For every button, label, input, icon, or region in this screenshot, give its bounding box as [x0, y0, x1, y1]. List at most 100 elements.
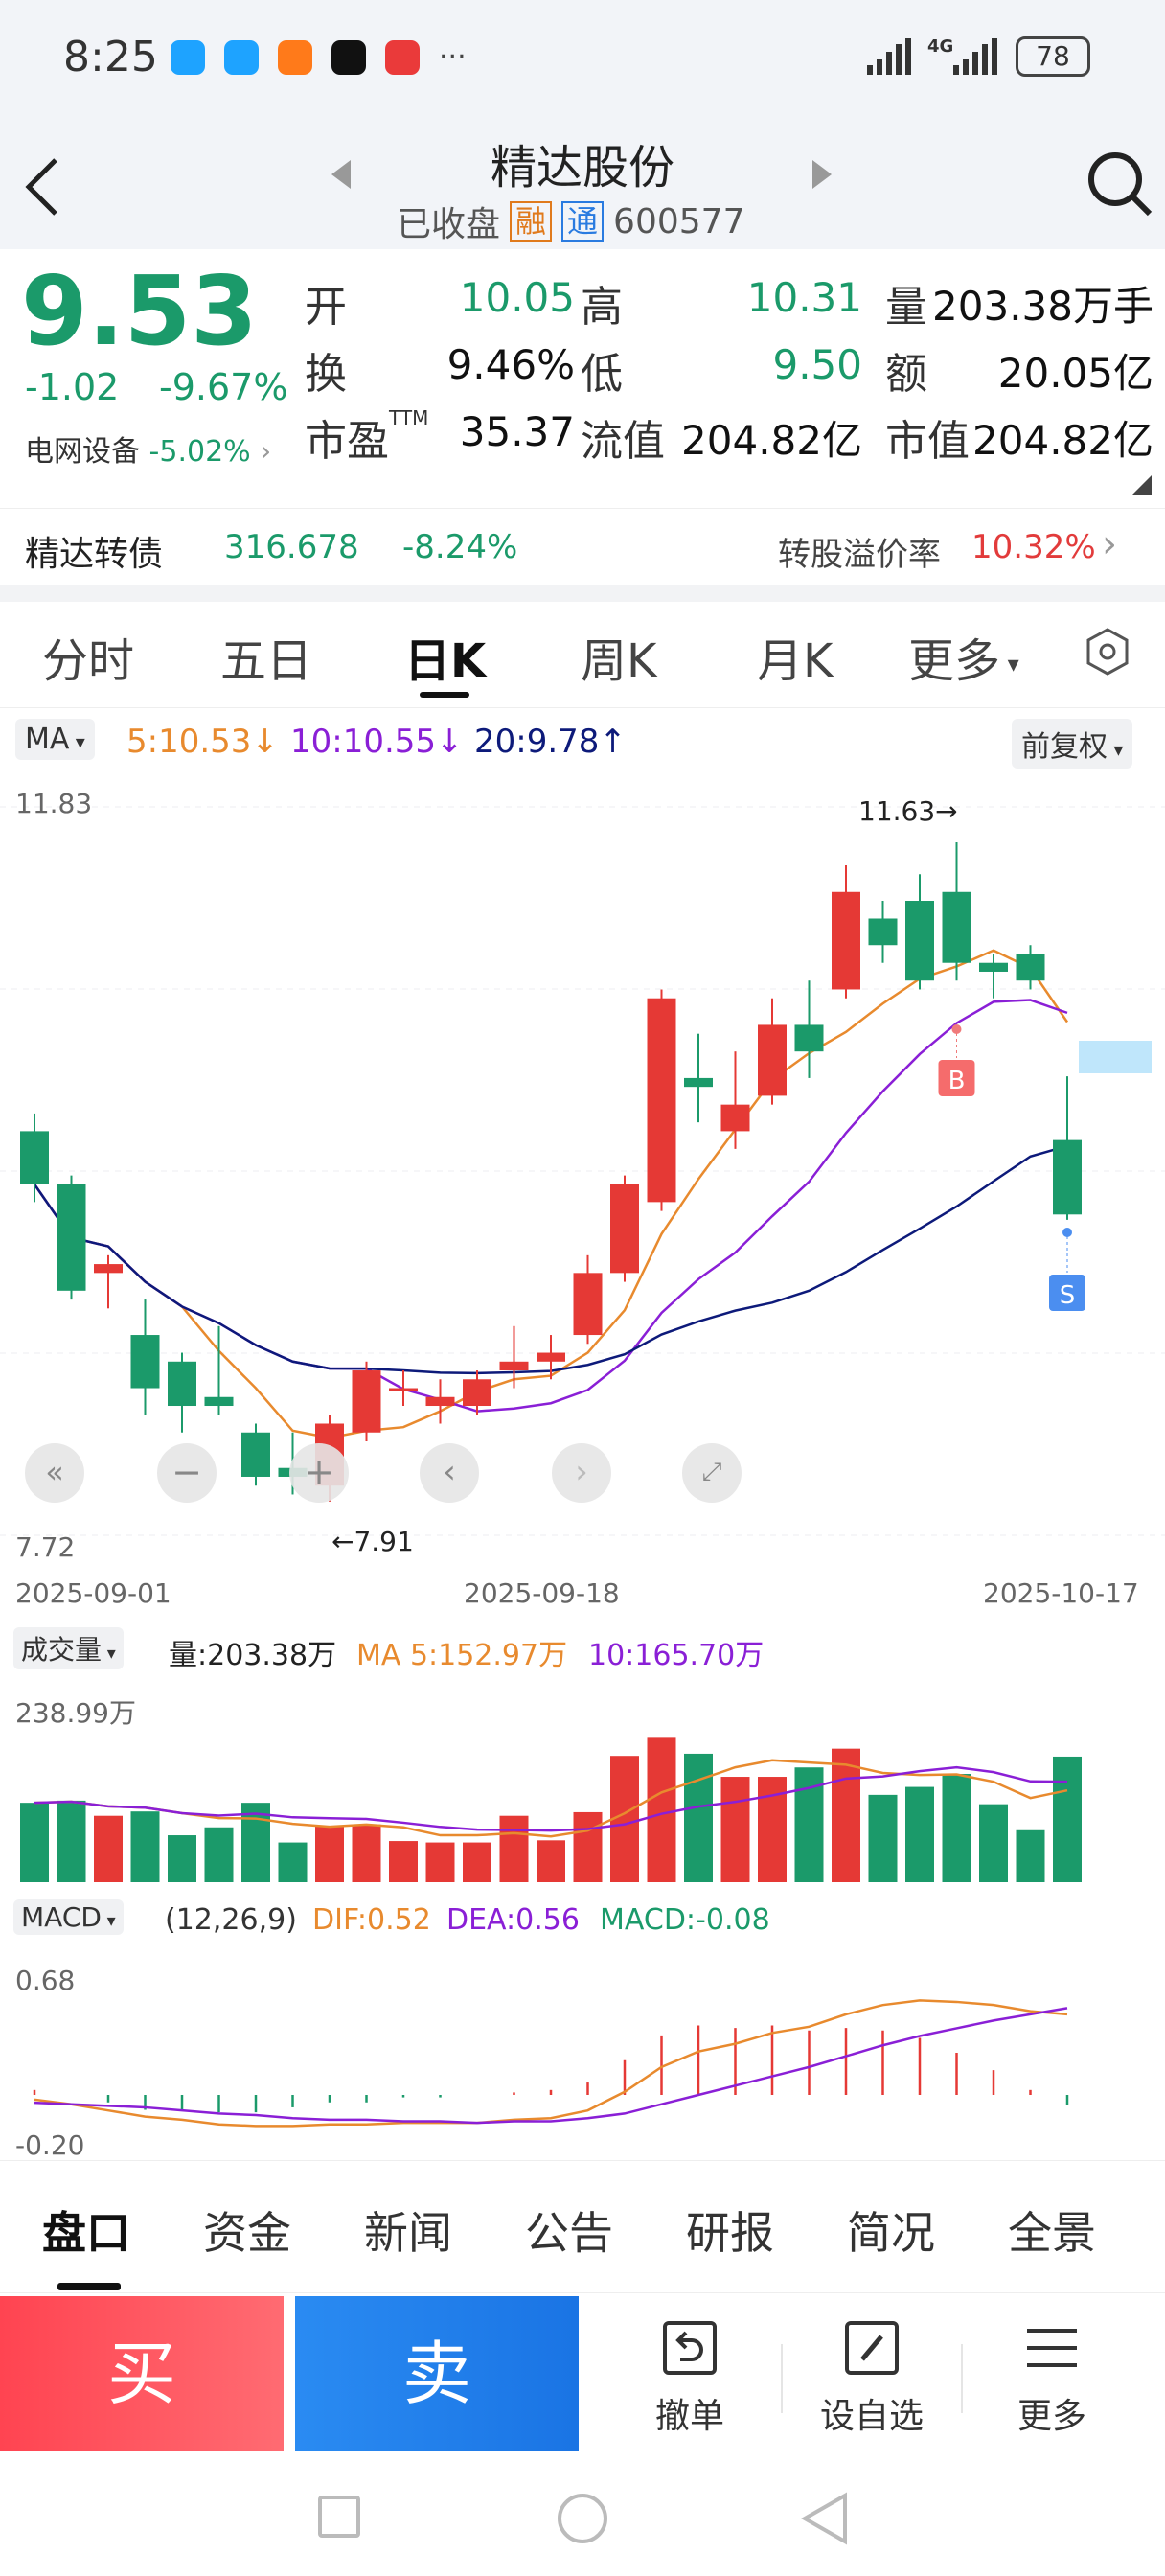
sector-pct: -5.02% — [148, 435, 251, 469]
stat-value-2: 203.38万手 — [932, 283, 1154, 330]
volume-bar — [684, 1753, 713, 1882]
tab-more[interactable]: 更多 ▾ — [908, 623, 1019, 690]
divider — [781, 2344, 783, 2413]
candle-body — [720, 1104, 750, 1132]
sector-link[interactable]: 电网设备 -5.02% › — [25, 427, 271, 470]
detail-tab-3[interactable]: 公告 — [525, 2207, 613, 2259]
buy-button[interactable]: 买 — [0, 2296, 284, 2451]
zoom-out-button[interactable]: − — [157, 1443, 217, 1503]
adjust-selector[interactable]: 前复权 ▾ — [1012, 719, 1133, 769]
candle-body — [573, 1273, 603, 1336]
back-nav-icon[interactable] — [801, 2492, 849, 2545]
volume-bar — [647, 1737, 676, 1882]
fullscreen-button[interactable]: ⤢ — [682, 1443, 742, 1503]
network-type: 4G — [927, 36, 954, 57]
candle-body — [20, 1131, 49, 1184]
candle-body — [868, 918, 898, 946]
sell-flag — [1049, 1275, 1085, 1311]
buy-dot — [951, 1024, 962, 1034]
step-left-button[interactable]: ‹ — [420, 1443, 479, 1503]
tab-daily-k[interactable]: 日K — [404, 634, 487, 688]
candle-body — [352, 1370, 381, 1433]
volume-selector[interactable]: 成交量 ▾ — [13, 1627, 124, 1669]
next-stock-icon[interactable] — [812, 160, 834, 189]
sell-button[interactable]: 卖 — [295, 2296, 579, 2451]
detail-tab-4[interactable]: 研报 — [686, 2207, 774, 2259]
x-date-mid: 2025-09-18 — [464, 1577, 620, 1609]
zoom-in-button[interactable]: + — [289, 1443, 349, 1503]
volume-ma10: 10:165.70万 — [588, 1639, 765, 1672]
prev-stock-icon[interactable] — [331, 160, 353, 189]
stat-label-1: 高 — [581, 283, 623, 332]
ma-legend: MA ▾ 5:10.53↓ 10:10.55↓ 20:9.78↑ 前复权 ▾ — [0, 713, 1165, 772]
stat-value-8: 204.82亿 — [972, 417, 1154, 464]
cancel-order-button[interactable]: 撤单 — [613, 2317, 766, 2442]
tab-weekly-k[interactable]: 周K — [581, 634, 657, 688]
cancel-order-label: 撤单 — [654, 2397, 724, 2436]
tab-monthly-k[interactable]: 月K — [757, 634, 834, 688]
rewind-button[interactable]: « — [25, 1443, 84, 1503]
detail-tab-0[interactable]: 盘口 — [42, 2207, 130, 2259]
volume-value: 量:203.38万 — [169, 1639, 337, 1672]
stat-value-5: 20.05亿 — [997, 350, 1154, 397]
detail-tab-5[interactable]: 简况 — [847, 2207, 935, 2259]
volume-bar — [573, 1811, 603, 1882]
add-watchlist-button[interactable]: 设自选 — [795, 2317, 948, 2442]
candle-body — [979, 962, 1008, 972]
detail-tab-2[interactable]: 新闻 — [364, 2207, 452, 2259]
candle-body — [57, 1184, 86, 1291]
candle-body — [794, 1024, 824, 1052]
recent-apps-icon[interactable] — [318, 2496, 360, 2538]
detail-tab-6[interactable]: 全景 — [1008, 2207, 1096, 2259]
expand-corner-icon[interactable] — [1132, 475, 1152, 494]
caret-down-icon: ▾ — [1108, 738, 1124, 761]
buy-flag — [938, 1060, 975, 1096]
volume-bar — [204, 1827, 234, 1882]
home-icon[interactable] — [558, 2494, 607, 2543]
stat-value-6: 35.37 — [459, 408, 575, 455]
search-icon[interactable] — [1085, 149, 1154, 218]
battery-icon: 78 — [1016, 36, 1090, 77]
volume-ma5: MA 5:152.97万 — [356, 1639, 568, 1672]
candle-body — [832, 891, 860, 990]
macd-ymin: -0.20 — [15, 2129, 85, 2161]
bond-price: 316.678 — [224, 528, 359, 566]
bond-name: 精达转债 — [25, 535, 164, 574]
volume-bar — [942, 1774, 971, 1882]
step-right-button[interactable]: › — [552, 1443, 611, 1503]
stat-label-8: 市值 — [885, 417, 970, 466]
detail-tab-1[interactable]: 资金 — [203, 2207, 291, 2259]
sell-dot — [1062, 1228, 1072, 1237]
candle-body — [1016, 954, 1045, 981]
active-detail-indicator — [57, 2283, 121, 2290]
chart-settings-icon[interactable] — [1083, 627, 1132, 677]
macd-selector[interactable]: MACD ▾ — [13, 1899, 124, 1935]
convertible-bond-row[interactable]: 精达转债 316.678 -8.24% 转股溢价率 10.32% › — [0, 508, 1165, 585]
volume-bar — [868, 1794, 898, 1882]
x-date-end: 2025-10-17 — [983, 1577, 1139, 1609]
app-icon — [385, 40, 420, 75]
macd-chart[interactable] — [0, 1955, 1165, 2156]
volume-bar — [20, 1803, 49, 1882]
candle-body — [425, 1396, 455, 1407]
stock-subline: 已收盘 融 通 600577 — [397, 196, 744, 246]
volume-bar — [499, 1815, 529, 1882]
macd-value: MACD:-0.08 — [600, 1903, 770, 1937]
ma-selector[interactable]: MA ▾ — [15, 719, 95, 760]
back-icon[interactable] — [23, 156, 61, 218]
kline-ymax: 11.83 — [15, 788, 93, 819]
candle-body — [537, 1352, 565, 1362]
tab-timeshare[interactable]: 分时 — [42, 634, 135, 688]
divider — [0, 2160, 1165, 2161]
volume-bar — [720, 1777, 750, 1882]
chevron-right-icon: › — [260, 435, 272, 469]
kline-ymin: 7.72 — [15, 1531, 76, 1563]
kline-chart[interactable]: BS — [0, 778, 1165, 1622]
tab-five-day[interactable]: 五日 — [220, 634, 313, 688]
candle-body — [647, 998, 676, 1203]
stat-label-4: 低 — [581, 350, 623, 399]
volume-chart[interactable] — [0, 1677, 1165, 1888]
price-change-pct: -9.67% — [159, 366, 288, 408]
more-button[interactable]: 更多 — [975, 2317, 1129, 2442]
volume-bar — [832, 1748, 860, 1882]
